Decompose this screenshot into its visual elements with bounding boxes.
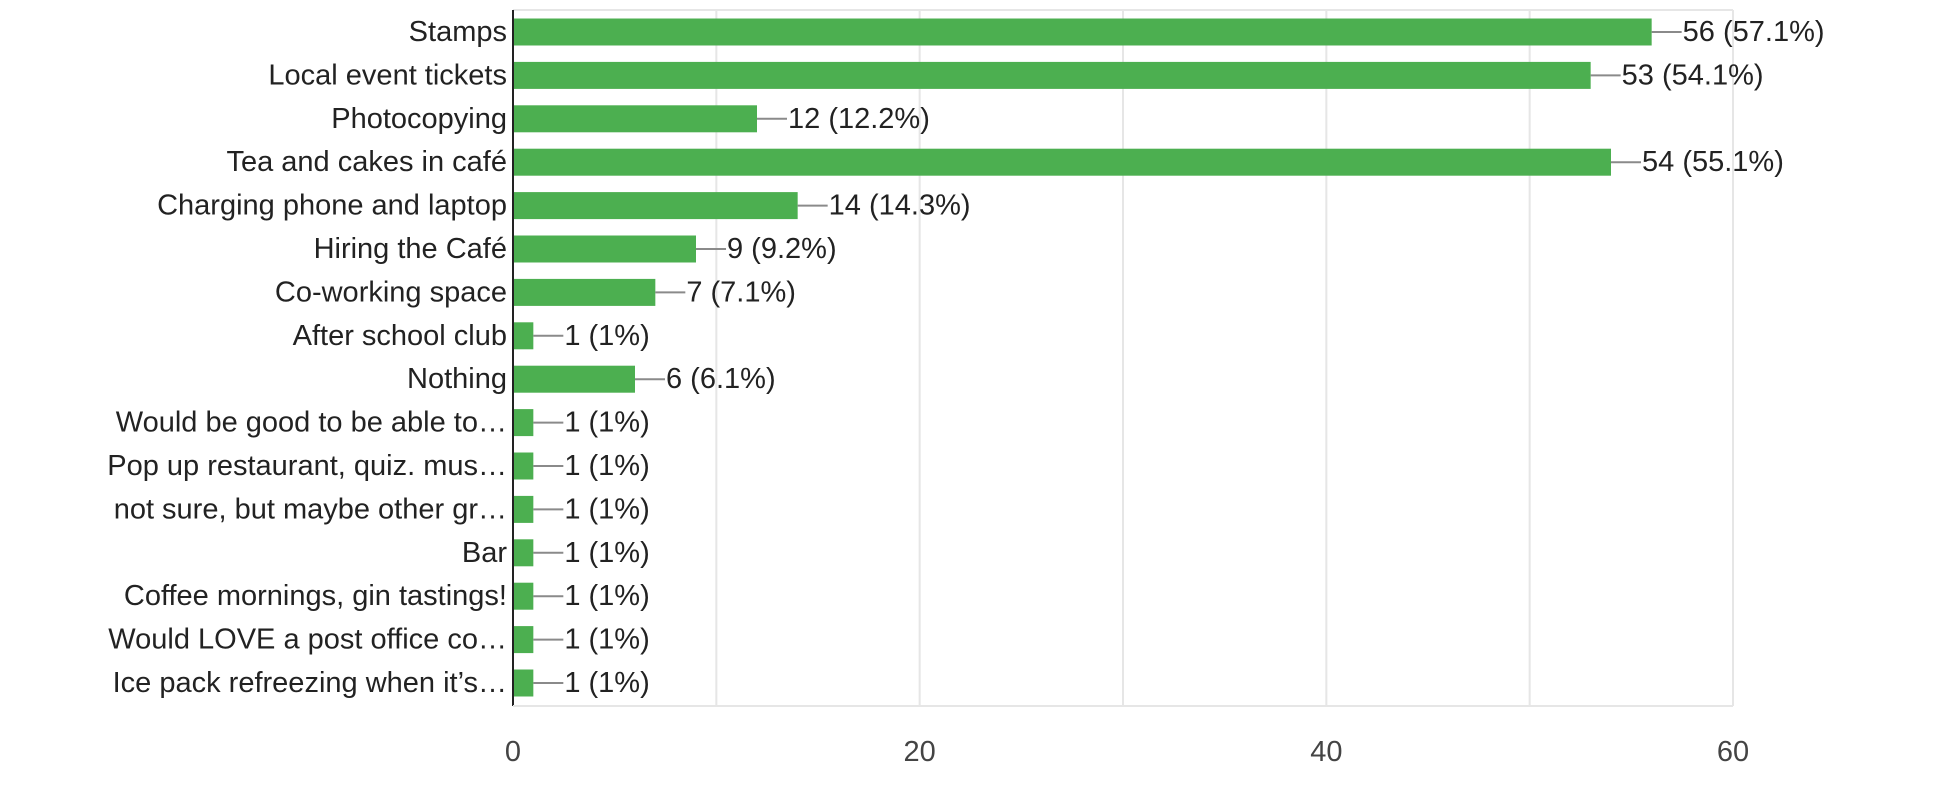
category-label: Local event tickets [268, 59, 507, 91]
bar [513, 148, 1611, 176]
category-label: Would LOVE a post office co… [108, 624, 507, 656]
category-label: Photocopying [331, 103, 507, 135]
bar [513, 61, 1591, 89]
category-label: not sure, but maybe other gr… [114, 493, 507, 525]
data-label: 1 (1%) [564, 667, 649, 699]
bar [513, 278, 656, 306]
data-label: 56 (57.1%) [1683, 16, 1825, 48]
data-label: 1 (1%) [564, 493, 649, 525]
x-tick-label: 40 [1310, 736, 1342, 768]
bar [513, 539, 534, 567]
data-label: 53 (54.1%) [1622, 59, 1764, 91]
bar [513, 192, 798, 220]
data-labels: 56 (57.1%) 53 (54.1%) 12 (12.2%) 54 (55.1%)… [564, 16, 1824, 699]
bar [513, 105, 757, 133]
data-label: 54 (55.1%) [1642, 146, 1784, 178]
bar [513, 235, 696, 263]
category-label: Coffee mornings, gin tastings! [124, 580, 507, 612]
x-tick-label: 0 [505, 736, 521, 768]
data-label: 6 (6.1%) [666, 363, 776, 395]
bar [513, 669, 534, 697]
x-tick-label: 20 [904, 736, 936, 768]
bar [513, 322, 534, 350]
category-label: Co-working space [275, 276, 507, 308]
category-label: Would be good to be able to… [116, 407, 507, 439]
category-label: Pop up restaurant, quiz. mus… [107, 450, 507, 482]
bar [513, 582, 534, 610]
bar [513, 626, 534, 654]
category-label: Hiring the Café [314, 233, 507, 265]
category-label: Nothing [407, 363, 507, 395]
data-label: 12 (12.2%) [788, 103, 930, 135]
data-label: 1 (1%) [564, 450, 649, 482]
bar [513, 452, 534, 480]
leader-lines [533, 31, 1682, 684]
data-label: 1 (1%) [564, 537, 649, 569]
data-label: 14 (14.3%) [829, 190, 971, 222]
category-labels: Stamps Local event tickets Photocopying Tea… [107, 16, 507, 699]
bar [513, 365, 635, 393]
category-label: After school club [293, 320, 507, 352]
x-tick-labels: 0 20 40 60 [505, 736, 1749, 768]
data-label: 9 (9.2%) [727, 233, 837, 265]
category-label: Ice pack refreezing when it’s… [113, 667, 507, 699]
x-tick-label: 60 [1717, 736, 1749, 768]
category-label: Stamps [409, 16, 507, 48]
data-label: 1 (1%) [564, 624, 649, 656]
bar [513, 495, 534, 523]
category-label: Charging phone and laptop [157, 190, 507, 222]
data-label: 1 (1%) [564, 407, 649, 439]
bars [513, 18, 1652, 697]
data-label: 7 (7.1%) [686, 276, 796, 308]
bar [513, 409, 534, 437]
category-label: Tea and cakes in café [226, 146, 507, 178]
axes [512, 10, 1733, 707]
data-label: 1 (1%) [564, 320, 649, 352]
bar [513, 18, 1652, 46]
data-label: 1 (1%) [564, 580, 649, 612]
category-label: Bar [462, 537, 507, 569]
